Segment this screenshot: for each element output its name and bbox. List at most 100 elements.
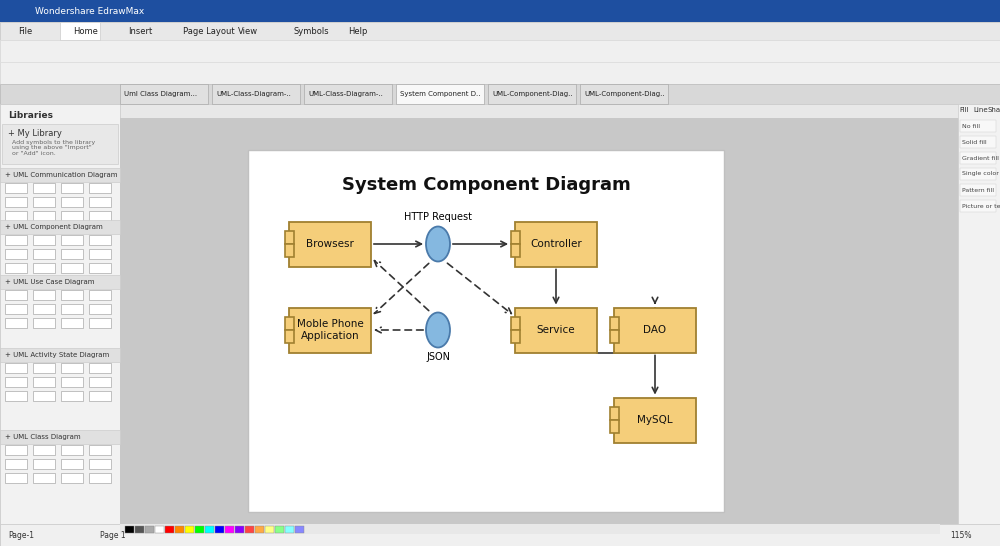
Text: Pattern fill: Pattern fill	[962, 187, 994, 193]
Bar	[265, 526, 274, 533]
Bar	[0, 84, 1000, 104]
Bar	[248, 150, 724, 512]
Text: Controller: Controller	[530, 239, 582, 249]
Bar	[960, 136, 996, 148]
Bar	[61, 235, 83, 245]
Bar	[61, 304, 83, 314]
Bar	[0, 220, 120, 234]
Bar	[5, 473, 27, 483]
Bar	[61, 197, 83, 207]
Bar	[89, 377, 111, 387]
Bar	[285, 526, 294, 533]
Bar	[958, 104, 1000, 524]
Text: View: View	[238, 27, 258, 35]
Text: Solid fill: Solid fill	[962, 139, 987, 145]
Text: Moble Phone
Application: Moble Phone Application	[297, 319, 363, 341]
Text: Symbols: Symbols	[293, 27, 329, 35]
Bar	[511, 231, 520, 244]
Bar	[125, 526, 134, 533]
Bar	[0, 22, 1000, 40]
Bar	[960, 120, 996, 132]
Text: JSON: JSON	[426, 353, 450, 363]
Bar	[5, 304, 27, 314]
Text: UML-Class-Diagram-..: UML-Class-Diagram-..	[308, 91, 383, 97]
Bar	[89, 290, 111, 300]
Bar	[215, 526, 224, 533]
Bar	[285, 244, 294, 257]
Text: + UML Use Case Diagram: + UML Use Case Diagram	[5, 279, 94, 285]
Bar	[89, 211, 111, 221]
Bar	[0, 430, 120, 444]
Bar	[60, 22, 100, 40]
Bar	[33, 391, 55, 401]
Text: + UML Component Diagram: + UML Component Diagram	[5, 224, 103, 230]
Text: UML-Component-Diag..: UML-Component-Diag..	[492, 91, 573, 97]
Bar	[61, 391, 83, 401]
Bar	[960, 200, 996, 212]
Bar	[610, 407, 618, 420]
Bar	[61, 445, 83, 455]
Text: Service: Service	[537, 325, 575, 335]
Bar	[511, 317, 520, 330]
Bar	[960, 184, 996, 196]
Bar	[610, 330, 618, 343]
Text: Help: Help	[348, 27, 367, 35]
Text: Home: Home	[73, 27, 98, 35]
Bar	[89, 263, 111, 273]
Bar	[0, 62, 1000, 84]
Bar	[165, 526, 174, 533]
Bar	[515, 222, 597, 266]
Bar	[89, 318, 111, 328]
Bar	[61, 263, 83, 273]
Bar	[285, 330, 294, 343]
Ellipse shape	[426, 312, 450, 347]
Bar	[235, 526, 244, 533]
Text: Browsesr: Browsesr	[306, 239, 354, 249]
Bar	[33, 459, 55, 469]
Bar	[89, 183, 111, 193]
Bar	[33, 445, 55, 455]
Bar	[120, 524, 940, 534]
Bar	[5, 290, 27, 300]
Bar	[89, 304, 111, 314]
Bar	[5, 263, 27, 273]
Text: Shadow: Shadow	[987, 107, 1000, 113]
Bar	[61, 211, 83, 221]
Bar	[205, 526, 214, 533]
Bar	[145, 526, 154, 533]
Bar	[285, 231, 294, 244]
Text: UML-Component-Diag..: UML-Component-Diag..	[584, 91, 665, 97]
Bar	[120, 104, 960, 118]
Bar	[61, 377, 83, 387]
Bar	[289, 307, 371, 353]
Bar	[61, 363, 83, 373]
Bar	[5, 183, 27, 193]
Bar	[488, 84, 576, 104]
Text: Gradient fill: Gradient fill	[962, 156, 999, 161]
Bar	[5, 445, 27, 455]
Text: Uml Class Diagram...: Uml Class Diagram...	[124, 91, 197, 97]
Bar	[89, 473, 111, 483]
Bar	[33, 290, 55, 300]
Text: Libraries: Libraries	[8, 111, 53, 121]
Bar	[155, 526, 164, 533]
Text: + UML Class Diagram: + UML Class Diagram	[5, 434, 81, 440]
Bar	[2, 124, 118, 164]
Bar	[5, 363, 27, 373]
Bar	[5, 211, 27, 221]
Bar	[120, 118, 958, 524]
Bar	[0, 0, 1000, 22]
Bar	[120, 84, 208, 104]
Bar	[5, 459, 27, 469]
Bar	[61, 183, 83, 193]
Text: Page Layout: Page Layout	[183, 27, 235, 35]
Text: MySQL: MySQL	[637, 415, 673, 425]
Bar	[0, 168, 120, 182]
Text: File: File	[18, 27, 32, 35]
Bar	[0, 40, 1000, 62]
Bar	[5, 197, 27, 207]
Text: Single color gradient fill: Single color gradient fill	[962, 171, 1000, 176]
Bar	[61, 249, 83, 259]
Bar	[89, 235, 111, 245]
Bar	[33, 377, 55, 387]
